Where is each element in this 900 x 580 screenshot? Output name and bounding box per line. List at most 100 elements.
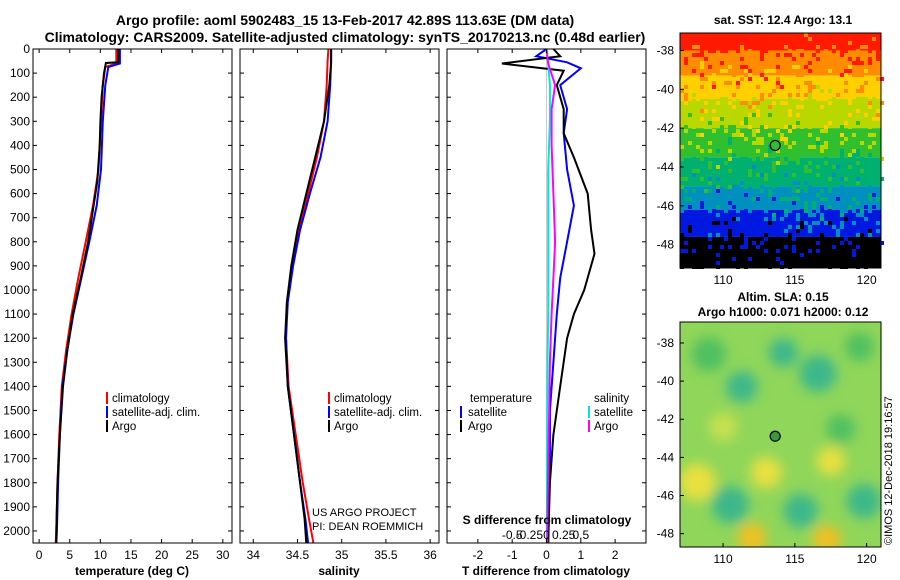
sst-pixel — [740, 57, 744, 61]
sst-pixel — [748, 169, 752, 173]
sst-pixel — [860, 61, 864, 65]
sst-pixel — [720, 85, 724, 89]
sst-pixel — [844, 109, 848, 113]
sst-pixel — [760, 57, 764, 61]
map-y-tick-label: -42 — [657, 412, 675, 426]
sst-pixel — [744, 241, 748, 245]
sst-pixel — [784, 213, 788, 217]
series-line-salinity-argo — [545, 48, 557, 544]
sst-pixel — [844, 221, 848, 225]
sla-blob — [769, 338, 798, 367]
sst-pixel — [752, 157, 756, 161]
sst-pixel — [844, 61, 848, 65]
sst-pixel — [720, 253, 724, 257]
x-tick-label: 1 — [577, 548, 584, 562]
sst-pixel — [796, 165, 800, 169]
sst-pixel — [780, 33, 784, 37]
sst-pixel — [752, 129, 756, 133]
sst-pixel — [812, 53, 816, 57]
sst-pixel — [784, 209, 788, 213]
depth-tick-label: 1200 — [3, 331, 30, 345]
sst-pixel — [716, 189, 720, 193]
sst-pixel — [828, 89, 832, 93]
sst-pixel — [752, 213, 756, 217]
sst-pixel — [732, 41, 736, 45]
sst-pixel — [784, 45, 788, 49]
sst-pixel — [804, 81, 808, 85]
sst-pixel — [680, 89, 684, 93]
sst-pixel — [812, 205, 816, 209]
sst-pixel — [740, 77, 744, 81]
sst-pixel — [732, 113, 736, 117]
sst-pixel — [776, 33, 780, 37]
sst-pixel — [800, 205, 804, 209]
sst-pixel — [792, 237, 796, 241]
sst-pixel — [720, 33, 724, 37]
sst-pixel — [768, 37, 772, 41]
credit-line1: US ARGO PROJECT — [312, 507, 417, 519]
sst-pixel — [824, 181, 828, 185]
s-tick-label: 0.5 — [572, 528, 589, 542]
profile-location-marker — [769, 139, 781, 152]
sst-pixel — [728, 201, 732, 205]
sst-pixel — [856, 189, 860, 193]
sst-pixel — [796, 257, 800, 261]
depth-tick-label: 700 — [10, 211, 30, 225]
sla-blob — [725, 371, 758, 403]
sst-pixel — [756, 217, 760, 221]
sst-pixel — [764, 249, 768, 253]
sst-pixel — [784, 141, 788, 145]
sst-pixel — [780, 157, 784, 161]
sst-pixel — [748, 217, 752, 221]
sst-pixel — [696, 133, 700, 137]
sst-speckle — [680, 33, 884, 269]
sst-pixel — [680, 81, 684, 85]
sst-pixel — [848, 193, 852, 197]
sst-pixel — [816, 253, 820, 257]
sst-pixel — [716, 229, 720, 233]
sst-pixel — [880, 157, 884, 161]
sst-pixel — [796, 181, 800, 185]
sst-pixel — [692, 229, 696, 233]
sst-pixel — [696, 93, 700, 97]
sst-pixel — [752, 57, 756, 61]
sst-map-axes: 110 115 120 -38 -40 -42 -44 -46 -48 — [657, 43, 877, 287]
sst-pixel — [740, 137, 744, 141]
sst-pixel — [788, 205, 792, 209]
sst-pixel — [688, 53, 692, 57]
sst-pixel — [840, 265, 844, 269]
sst-pixel — [756, 109, 760, 113]
sst-pixel — [696, 53, 700, 57]
sst-pixel — [752, 105, 756, 109]
sst-pixel — [692, 173, 696, 177]
sst-pixel — [812, 105, 816, 109]
sla-blob — [826, 414, 856, 444]
sst-pixel — [832, 173, 836, 177]
sst-pixel — [836, 233, 840, 237]
series-line-temperature-argo — [501, 48, 596, 544]
sst-pixel — [708, 37, 712, 41]
sst-pixel — [856, 101, 860, 105]
map-y-tick-label: -48 — [657, 238, 675, 252]
sst-pixel — [816, 69, 820, 73]
sst-pixel — [840, 209, 844, 213]
sst-pixel — [756, 257, 760, 261]
sst-pixel — [756, 225, 760, 229]
sst-pixel — [768, 221, 772, 225]
sst-pixel — [852, 213, 856, 217]
x-tick-label: 34.5 — [286, 548, 310, 562]
sst-pixel — [776, 113, 780, 117]
sst-pixel — [776, 149, 780, 153]
sst-pixel — [864, 245, 868, 249]
sst-pixel — [768, 177, 772, 181]
sst-pixel — [868, 165, 872, 169]
sst-pixel — [720, 193, 724, 197]
sst-pixel — [752, 257, 756, 261]
sst-pixel — [872, 257, 876, 261]
sst-pixel — [876, 49, 880, 53]
sst-pixel — [836, 37, 840, 41]
sst-pixel — [852, 209, 856, 213]
sst-pixel — [808, 209, 812, 213]
sst-pixel — [848, 149, 852, 153]
sst-pixel — [752, 109, 756, 113]
